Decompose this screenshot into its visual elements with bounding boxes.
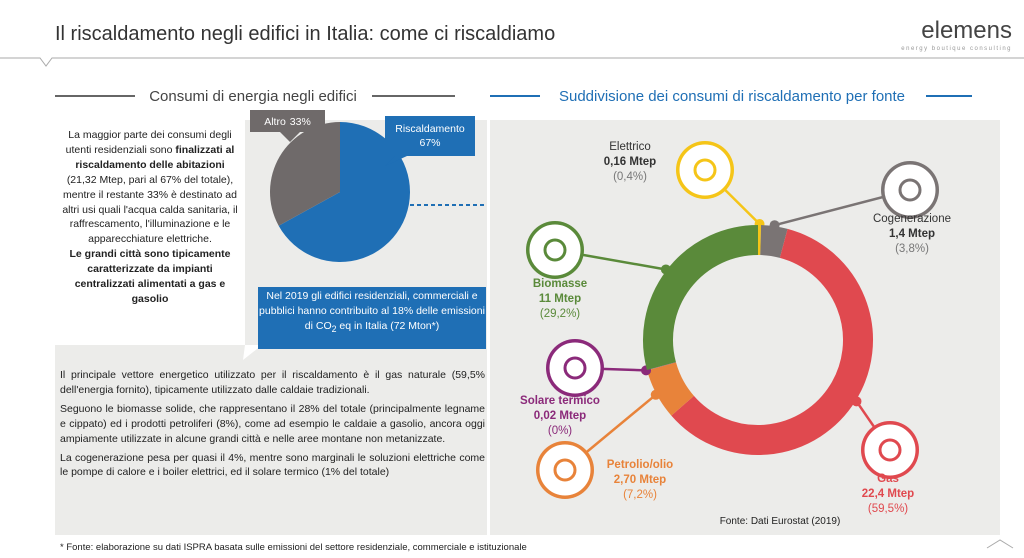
paragraph: La cogenerazione pesa per quasi il 4%, m… <box>60 451 485 479</box>
value-label: 67% <box>419 137 440 149</box>
body-text: Il principale vettore energetico utilizz… <box>60 368 485 480</box>
text-run: CO <box>315 319 332 332</box>
share-label: (3,8%) <box>895 243 929 255</box>
icon <box>884 164 936 216</box>
text-run: 2 <box>331 323 337 334</box>
callout-pointer <box>385 156 407 166</box>
text-run: Nel 2019 gli edifici residenziali, comme… <box>259 290 485 332</box>
leader-dot <box>769 220 780 231</box>
value-label: 1,4 Mtep <box>889 228 935 240</box>
emissions-box: Nel 2019 gli edifici residenziali, comme… <box>258 287 486 349</box>
footnote: * Fonte: elaborazione su dati ISPRA basa… <box>60 542 527 553</box>
donut-label: Biomasse 11 Mtep (29,2%) <box>533 278 587 320</box>
title: Il riscaldamento negli edifici in Italia… <box>55 23 555 45</box>
icon <box>549 342 601 394</box>
category: Solare termico <box>520 395 600 407</box>
share-label: (0,4%) <box>613 171 647 183</box>
category: Altro <box>264 116 286 128</box>
icon-glyph <box>543 238 567 262</box>
text-run: Le grandi città sono tipicamente caratte… <box>69 248 231 305</box>
paragraph: Il principale vettore energetico utilizz… <box>60 369 485 396</box>
pie-label: Riscaldamento 67% <box>395 123 465 149</box>
donut-segment <box>643 225 759 370</box>
value-label: 0,16 Mtep <box>604 156 656 168</box>
icon-glyph <box>898 178 922 202</box>
source: Fonte: Dati Eurostat (2019) <box>720 516 841 527</box>
callout-pointer <box>280 132 300 142</box>
donut-label: Solare termico 0,02 Mtep (0%) <box>520 395 600 437</box>
text-run: La maggior parte dei consumi degli utent… <box>65 129 232 156</box>
category: Riscaldamento <box>395 123 465 135</box>
section-heading: Suddivisione dei consumi di riscaldament… <box>559 88 905 105</box>
donut-segment <box>647 361 695 416</box>
icon <box>679 144 731 196</box>
donut-segment <box>671 228 873 455</box>
share-label: (7,2%) <box>623 489 657 501</box>
donut-label: Petrolio/olio 2,70 Mtep (7,2%) <box>607 459 673 501</box>
callout <box>250 110 325 132</box>
category: Gas <box>877 473 899 485</box>
logo-tagline: energy boutique consulting <box>901 46 1012 52</box>
category: Biomasse <box>533 278 587 290</box>
value-label: 0,02 Mtep <box>534 410 586 422</box>
corner <box>986 539 1014 549</box>
value-label: 33% <box>290 116 311 128</box>
value-label: 11 Mtep <box>539 293 581 305</box>
donut-label: Cogenerazione 1,4 Mtep (3,8%) <box>873 213 951 255</box>
category: Petrolio/olio <box>607 459 673 471</box>
share-label: (59,5%) <box>868 503 908 515</box>
pointer <box>243 345 262 360</box>
pie-label: Altro 33% <box>264 116 311 128</box>
pie-slice <box>278 122 410 262</box>
value-label: 2,70 Mtep <box>614 474 666 486</box>
logo: elemens <box>921 17 1012 44</box>
icon-glyph <box>693 158 717 182</box>
donut-label: Gas 22,4 Mtep (59,5%) <box>862 473 914 515</box>
section-heading: Consumi di energia negli edifici <box>149 88 357 105</box>
donut-segment <box>759 225 788 258</box>
pie-slice <box>270 122 341 226</box>
leader-dot <box>650 389 661 400</box>
header-line <box>0 57 1024 67</box>
text-run: finalizzati al riscaldamento delle abita… <box>75 143 235 171</box>
donut-label: Elettrico 0,16 Mtep (0,4%) <box>604 141 656 183</box>
paragraph: Seguono le biomasse solide, che rapprese… <box>60 402 485 445</box>
icon <box>539 444 591 496</box>
leader-dot <box>851 396 862 407</box>
icon-glyph <box>553 458 577 482</box>
category: Elettrico <box>609 141 651 153</box>
icon-glyph <box>563 356 587 380</box>
share-label: (0%) <box>548 425 572 437</box>
intro-panel <box>55 120 245 345</box>
leader-dot <box>660 264 671 275</box>
text-run: eq in Italia (72 Mton*) <box>336 319 440 332</box>
icon-glyph <box>878 438 902 462</box>
icon <box>864 424 916 476</box>
text-run: (21,32 Mtep, pari al 67% del totale), me… <box>62 173 238 246</box>
callout <box>385 116 475 156</box>
share-label: (29,2%) <box>540 308 580 320</box>
value-label: 22,4 Mtep <box>862 488 914 500</box>
icon <box>529 224 581 276</box>
category: Cogenerazione <box>873 213 951 225</box>
intro-text: La maggior parte dei consumi degli utent… <box>62 128 238 307</box>
